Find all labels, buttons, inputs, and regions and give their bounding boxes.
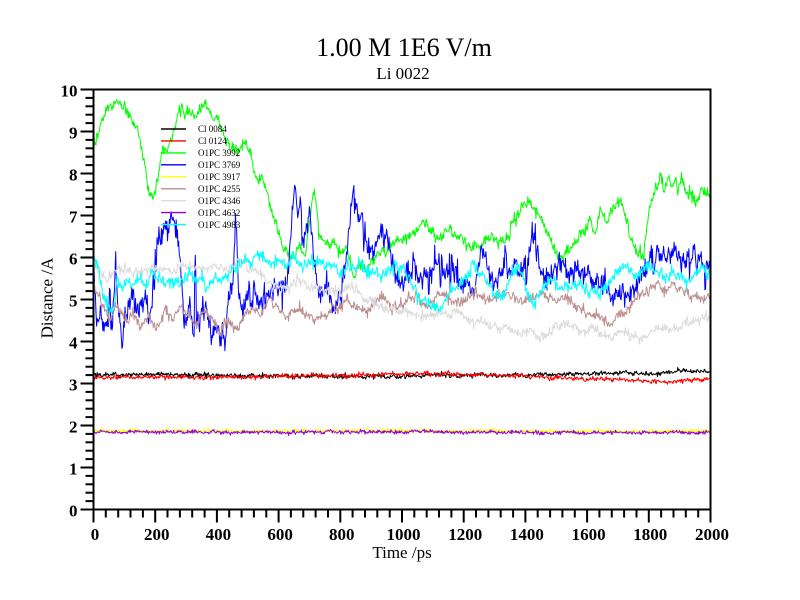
svg-text:3: 3	[69, 376, 78, 395]
svg-text:400: 400	[206, 525, 232, 544]
svg-text:9: 9	[69, 124, 78, 143]
svg-text:4: 4	[69, 334, 78, 353]
svg-text:2000: 2000	[695, 525, 729, 544]
svg-text:O1PC 4346: O1PC 4346	[198, 196, 241, 206]
svg-text:1600: 1600	[572, 525, 606, 544]
svg-text:O1PC 4983: O1PC 4983	[198, 220, 241, 230]
svg-text:Li 0022: Li 0022	[376, 64, 429, 83]
svg-text:1: 1	[69, 460, 78, 479]
svg-text:O1PC 4632: O1PC 4632	[198, 208, 240, 218]
svg-text:1400: 1400	[510, 525, 544, 544]
svg-text:O1PC 3917: O1PC 3917	[198, 172, 241, 182]
svg-text:Cl 0124: Cl 0124	[198, 136, 227, 146]
svg-text:O1PC 3769: O1PC 3769	[198, 160, 241, 170]
svg-text:1800: 1800	[633, 525, 667, 544]
svg-text:0: 0	[91, 525, 100, 544]
svg-text:2: 2	[69, 418, 78, 437]
svg-text:0: 0	[69, 502, 78, 521]
svg-text:1000: 1000	[387, 525, 421, 544]
svg-text:7: 7	[69, 208, 78, 227]
svg-text:10: 10	[61, 82, 78, 101]
svg-text:600: 600	[267, 525, 293, 544]
svg-text:6: 6	[69, 250, 78, 269]
svg-text:1.00 M 1E6 V/m: 1.00 M 1E6 V/m	[316, 33, 492, 62]
svg-text:1200: 1200	[448, 525, 482, 544]
svg-text:Distance /A: Distance /A	[38, 257, 57, 338]
svg-text:8: 8	[69, 166, 78, 185]
svg-text:Cl 0084: Cl 0084	[198, 124, 227, 134]
svg-text:5: 5	[69, 292, 78, 311]
svg-text:O1PC 4255: O1PC 4255	[198, 184, 241, 194]
svg-text:O1PC 3992: O1PC 3992	[198, 148, 240, 158]
svg-text:Time /ps: Time /ps	[372, 543, 431, 562]
svg-text:800: 800	[329, 525, 355, 544]
svg-text:200: 200	[144, 525, 170, 544]
